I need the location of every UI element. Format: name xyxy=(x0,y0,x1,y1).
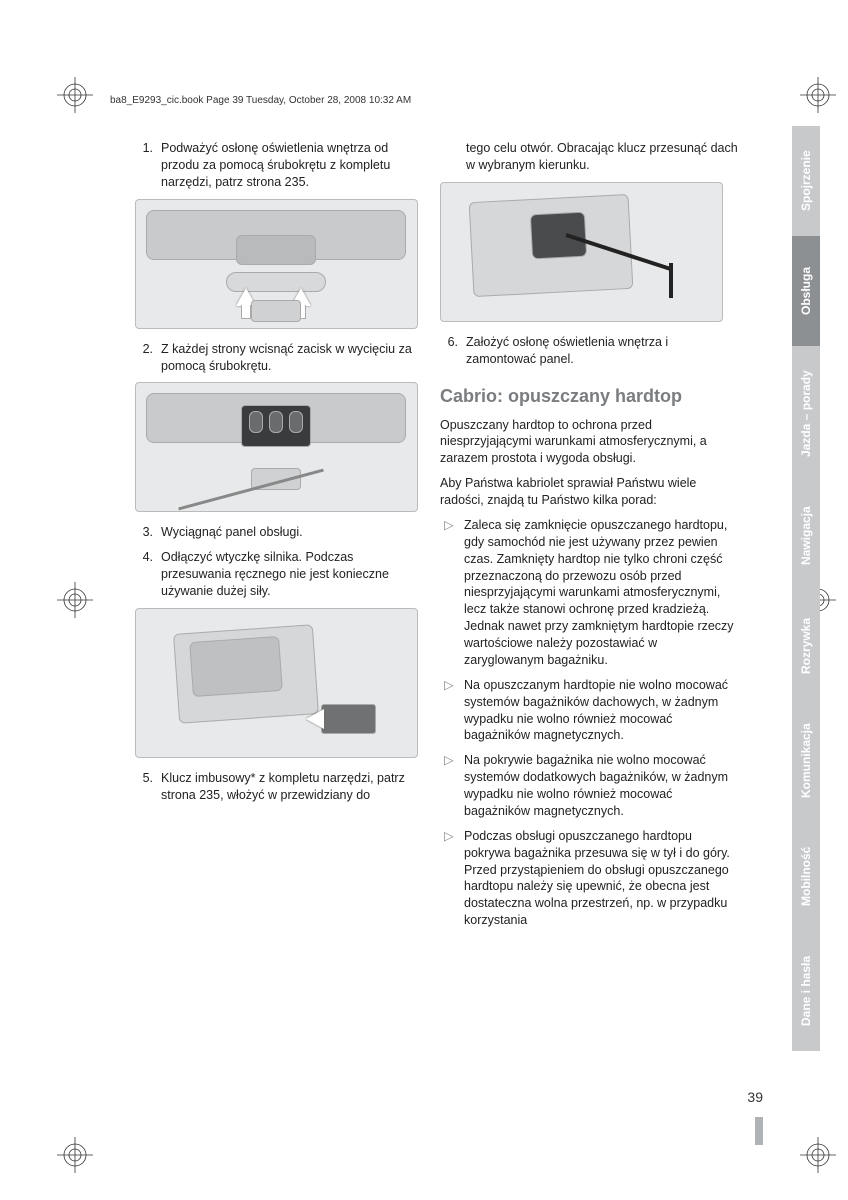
page-marker-icon xyxy=(755,1117,763,1145)
side-tabs: SpojrzenieObsługaJazda – poradyNawigacja… xyxy=(792,126,820,1051)
bullet-item: ▷ Na opuszczanym hardtopie nie wolno moc… xyxy=(440,677,740,745)
step-number: 1. xyxy=(135,140,153,191)
bullet-text: Podczas obsługi opuszczanego hardtopu po… xyxy=(464,828,740,929)
step-3: 3. Wyciągnąć panel obsługi. xyxy=(135,524,420,541)
right-column: tego celu otwór. Obracając klucz przesun… xyxy=(440,140,740,937)
step-text: Wyciągnąć panel obsługi. xyxy=(161,524,420,541)
step-number: 5. xyxy=(135,770,153,804)
bullet-text: Na opuszczanym hardtopie nie wolno mocow… xyxy=(464,677,740,745)
side-tab[interactable]: Komunikacja xyxy=(792,701,820,821)
step-5: 5. Klucz imbusowy* z kompletu narzędzi, … xyxy=(135,770,420,804)
step-text: Odłączyć wtyczkę silnika. Podczas przesu… xyxy=(161,549,420,600)
side-tab[interactable]: Jazda – porady xyxy=(792,346,820,481)
step-2: 2. Z każdej strony wcisnąć zacisk w wyci… xyxy=(135,341,420,375)
intro-paragraph: Aby Państwa kabriolet sprawiał Państwu w… xyxy=(440,475,740,509)
step-text: Klucz imbusowy* z kompletu narzędzi, pat… xyxy=(161,770,420,804)
intro-paragraph: Opuszczany hardtop to ochrona przed nies… xyxy=(440,417,740,468)
bullet-item: ▷ Podczas obsługi opuszczanego hardtopu … xyxy=(440,828,740,929)
left-column: 1. Podważyć osłonę oświetlenia wnętrza o… xyxy=(135,140,420,937)
step-number: 2. xyxy=(135,341,153,375)
step-continuation: tego celu otwór. Obracając klucz przesun… xyxy=(440,140,740,174)
bullet-marker-icon: ▷ xyxy=(444,677,456,745)
figure-2 xyxy=(135,382,418,512)
bullet-marker-icon: ▷ xyxy=(444,828,456,929)
figure-4 xyxy=(440,182,723,322)
bullet-item: ▷ Na pokrywie bagażnika nie wolno mocowa… xyxy=(440,752,740,820)
side-tab[interactable]: Dane i hasła xyxy=(792,931,820,1051)
figure-3 xyxy=(135,608,418,758)
page-content: 1. Podważyć osłonę oświetlenia wnętrza o… xyxy=(0,0,848,1200)
step-text: Z każdej strony wcisnąć zacisk w wycięci… xyxy=(161,341,420,375)
section-heading: Cabrio: opuszczany hardtop xyxy=(440,386,740,407)
side-tab[interactable]: Spojrzenie xyxy=(792,126,820,236)
page-number: 39 xyxy=(747,1089,763,1105)
side-tab[interactable]: Mobilność xyxy=(792,821,820,931)
side-tab[interactable]: Nawigacja xyxy=(792,481,820,591)
step-number: 3. xyxy=(135,524,153,541)
bullet-marker-icon: ▷ xyxy=(444,752,456,820)
figure-1 xyxy=(135,199,418,329)
step-6: 6. Założyć osłonę oświetlenia wnętrza i … xyxy=(440,334,740,368)
bullet-text: Zaleca się zamknięcie opuszczanego hardt… xyxy=(464,517,740,669)
side-tab[interactable]: Obsługa xyxy=(792,236,820,346)
step-number: 6. xyxy=(440,334,458,368)
bullet-item: ▷ Zaleca się zamknięcie opuszczanego har… xyxy=(440,517,740,669)
step-4: 4. Odłączyć wtyczkę silnika. Podczas prz… xyxy=(135,549,420,600)
side-tab[interactable]: Rozrywka xyxy=(792,591,820,701)
step-number: 4. xyxy=(135,549,153,600)
bullet-text: Na pokrywie bagażnika nie wolno mocować … xyxy=(464,752,740,820)
step-text: Podważyć osłonę oświetlenia wnętrza od p… xyxy=(161,140,420,191)
step-text: Założyć osłonę oświetlenia wnętrza i zam… xyxy=(466,334,740,368)
step-1: 1. Podważyć osłonę oświetlenia wnętrza o… xyxy=(135,140,420,191)
bullet-marker-icon: ▷ xyxy=(444,517,456,669)
